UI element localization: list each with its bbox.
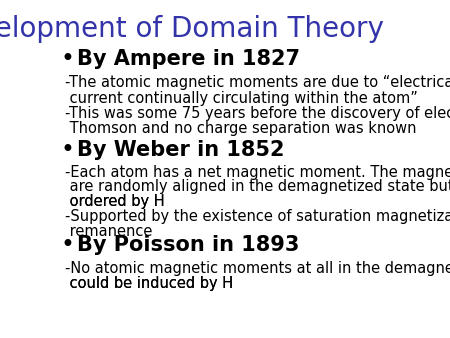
Text: •: • — [60, 138, 74, 163]
Text: could be induced by H: could be induced by H — [65, 276, 233, 291]
Text: •: • — [60, 233, 74, 257]
Text: current continually circulating within the atom”: current continually circulating within t… — [65, 91, 418, 105]
Text: By Weber in 1852: By Weber in 1852 — [77, 140, 285, 161]
Text: ordered by H: ordered by H — [65, 194, 164, 209]
Text: -The atomic magnetic moments are due to “electrical: -The atomic magnetic moments are due to … — [65, 75, 450, 90]
Text: Thomson and no charge separation was known: Thomson and no charge separation was kno… — [65, 121, 416, 136]
Text: are randomly aligned in the demagnetized state but become: are randomly aligned in the demagnetized… — [65, 179, 450, 194]
Text: Development of Domain Theory: Development of Domain Theory — [0, 15, 384, 43]
Text: could be induced by H: could be induced by H — [65, 276, 233, 291]
Text: •: • — [60, 47, 74, 71]
Text: -Each atom has a net magnetic moment. The magnetic moments: -Each atom has a net magnetic moment. Th… — [65, 165, 450, 180]
Text: ordered by H: ordered by H — [65, 194, 164, 209]
Text: remanence: remanence — [65, 224, 152, 239]
Text: -No atomic magnetic moments at all in the demagnetized state but: -No atomic magnetic moments at all in th… — [65, 261, 450, 276]
Text: -This was some 75 years before the discovery of electron by J. J.: -This was some 75 years before the disco… — [65, 106, 450, 121]
Text: -Supported by the existence of saturation magnetization and: -Supported by the existence of saturatio… — [65, 210, 450, 224]
Text: By Poisson in 1893: By Poisson in 1893 — [77, 235, 300, 255]
Text: By Ampere in 1827: By Ampere in 1827 — [77, 49, 301, 69]
